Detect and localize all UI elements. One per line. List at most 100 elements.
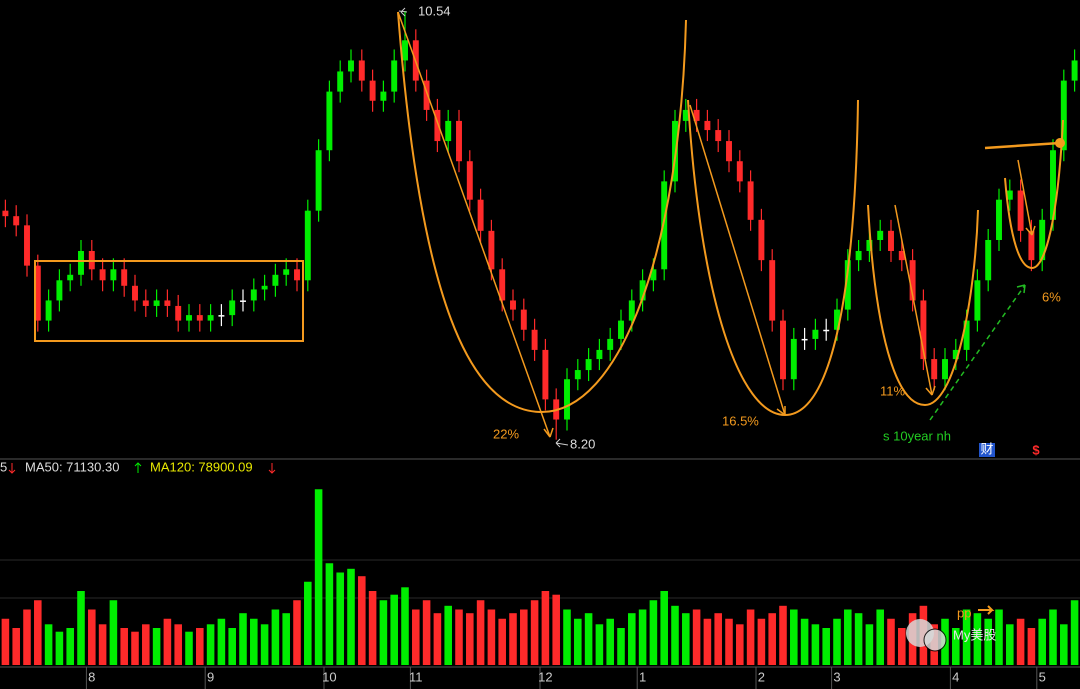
volume-bar bbox=[509, 613, 517, 665]
badge-box bbox=[979, 443, 995, 457]
volume-bar bbox=[552, 594, 560, 665]
volume-bar bbox=[995, 609, 1003, 665]
volume-bar bbox=[433, 613, 442, 665]
candle-body bbox=[315, 150, 322, 211]
candle-body bbox=[164, 300, 171, 306]
pivot-line bbox=[984, 141, 1061, 150]
candle-body bbox=[888, 230, 894, 251]
arrow-head bbox=[543, 427, 554, 438]
candle-body bbox=[823, 329, 830, 332]
candle-body bbox=[153, 300, 160, 306]
candle-body bbox=[283, 269, 290, 275]
candle-body bbox=[34, 265, 41, 321]
volume-bar bbox=[714, 613, 722, 665]
candle-body bbox=[207, 315, 214, 321]
volume-bar bbox=[1038, 618, 1046, 665]
volume-bar bbox=[768, 613, 776, 665]
volume-bar bbox=[682, 613, 690, 665]
trend-line bbox=[689, 104, 786, 416]
volume-bar bbox=[790, 609, 798, 665]
candle-body bbox=[175, 305, 182, 321]
green-arrow bbox=[929, 284, 1026, 421]
candle-body bbox=[898, 250, 905, 261]
low-label: 8.20 bbox=[570, 436, 595, 451]
candle-body bbox=[121, 269, 128, 286]
green-arrow-head bbox=[1016, 284, 1026, 294]
depth-label: 16.5% bbox=[722, 413, 759, 428]
volume-bar bbox=[876, 609, 884, 665]
volume-bar bbox=[44, 624, 53, 665]
volume-bar bbox=[196, 628, 204, 665]
candle-body bbox=[531, 329, 538, 350]
legend-arrow bbox=[134, 462, 142, 473]
volume-bar bbox=[358, 576, 366, 665]
volume-bar bbox=[239, 613, 247, 665]
volume-bar bbox=[455, 609, 463, 665]
volume-bar bbox=[1006, 624, 1014, 665]
watermark: My美股 bbox=[953, 627, 996, 642]
trend-line bbox=[1017, 159, 1033, 236]
candle-body bbox=[24, 225, 30, 266]
candle-body bbox=[45, 300, 52, 321]
indicator-legend: MA50: 71130.30 bbox=[25, 459, 119, 474]
candle-body bbox=[186, 315, 192, 321]
volume-bar bbox=[1060, 624, 1068, 665]
candle-body bbox=[585, 359, 592, 371]
volume-bar bbox=[844, 609, 852, 665]
volume-bar bbox=[77, 591, 85, 665]
pointer bbox=[398, 7, 408, 17]
volume-bar bbox=[422, 600, 431, 665]
candle-body bbox=[628, 300, 635, 321]
candle-body bbox=[812, 329, 819, 339]
volume-bar bbox=[282, 613, 290, 665]
annotations: 10.54 8.20 22% 16.5% 11% 6% s 10year nh … bbox=[0, 3, 1061, 652]
candle-body bbox=[542, 349, 549, 400]
volume-bar bbox=[973, 613, 982, 665]
x-tick-label: 8 bbox=[88, 669, 95, 684]
pp-arrow bbox=[978, 605, 995, 615]
volume-bar bbox=[833, 618, 841, 665]
volume-bar bbox=[520, 609, 528, 665]
volume-bar bbox=[304, 581, 312, 665]
volume-bar bbox=[228, 628, 236, 665]
candle-body bbox=[391, 60, 398, 92]
candle-body bbox=[1028, 230, 1035, 261]
candle-body bbox=[769, 260, 776, 321]
candle-body bbox=[855, 250, 862, 261]
candle-body bbox=[499, 269, 506, 301]
volume-bar bbox=[152, 628, 161, 665]
watermark-icon bbox=[923, 628, 947, 652]
candle-body bbox=[466, 161, 473, 200]
candle-body bbox=[931, 359, 938, 380]
marks: 8 9 10 11 12 1 2 3 4 5 bbox=[1, 10, 1079, 689]
candle-body bbox=[618, 320, 624, 339]
indicator-legend: 5 bbox=[0, 459, 7, 474]
candle-body bbox=[1039, 219, 1046, 261]
candle-body bbox=[402, 40, 408, 61]
candle-body bbox=[877, 230, 884, 240]
volume-bar bbox=[487, 609, 496, 665]
volume-bar bbox=[606, 618, 614, 665]
candle-body bbox=[650, 269, 657, 281]
volume-bar bbox=[692, 609, 701, 665]
candle-body bbox=[758, 219, 765, 261]
candle-body bbox=[240, 300, 246, 302]
volume-bar bbox=[671, 605, 679, 665]
arrow-head bbox=[776, 406, 786, 416]
candle-body bbox=[456, 120, 462, 162]
candle-body bbox=[661, 181, 668, 270]
candle-body bbox=[920, 300, 927, 360]
arrow-head bbox=[925, 385, 936, 396]
volume-bar bbox=[336, 572, 344, 665]
volume-bar bbox=[142, 624, 150, 665]
x-tick-label: 12 bbox=[538, 669, 552, 684]
candle-body bbox=[56, 280, 63, 301]
volume-bar bbox=[55, 631, 64, 665]
volume-bar bbox=[293, 600, 301, 665]
candle-body bbox=[715, 130, 722, 142]
pointer bbox=[555, 438, 569, 448]
candle-body bbox=[1060, 80, 1067, 151]
x-tick-label: 4 bbox=[952, 669, 959, 684]
x-tick-label: 3 bbox=[833, 669, 840, 684]
